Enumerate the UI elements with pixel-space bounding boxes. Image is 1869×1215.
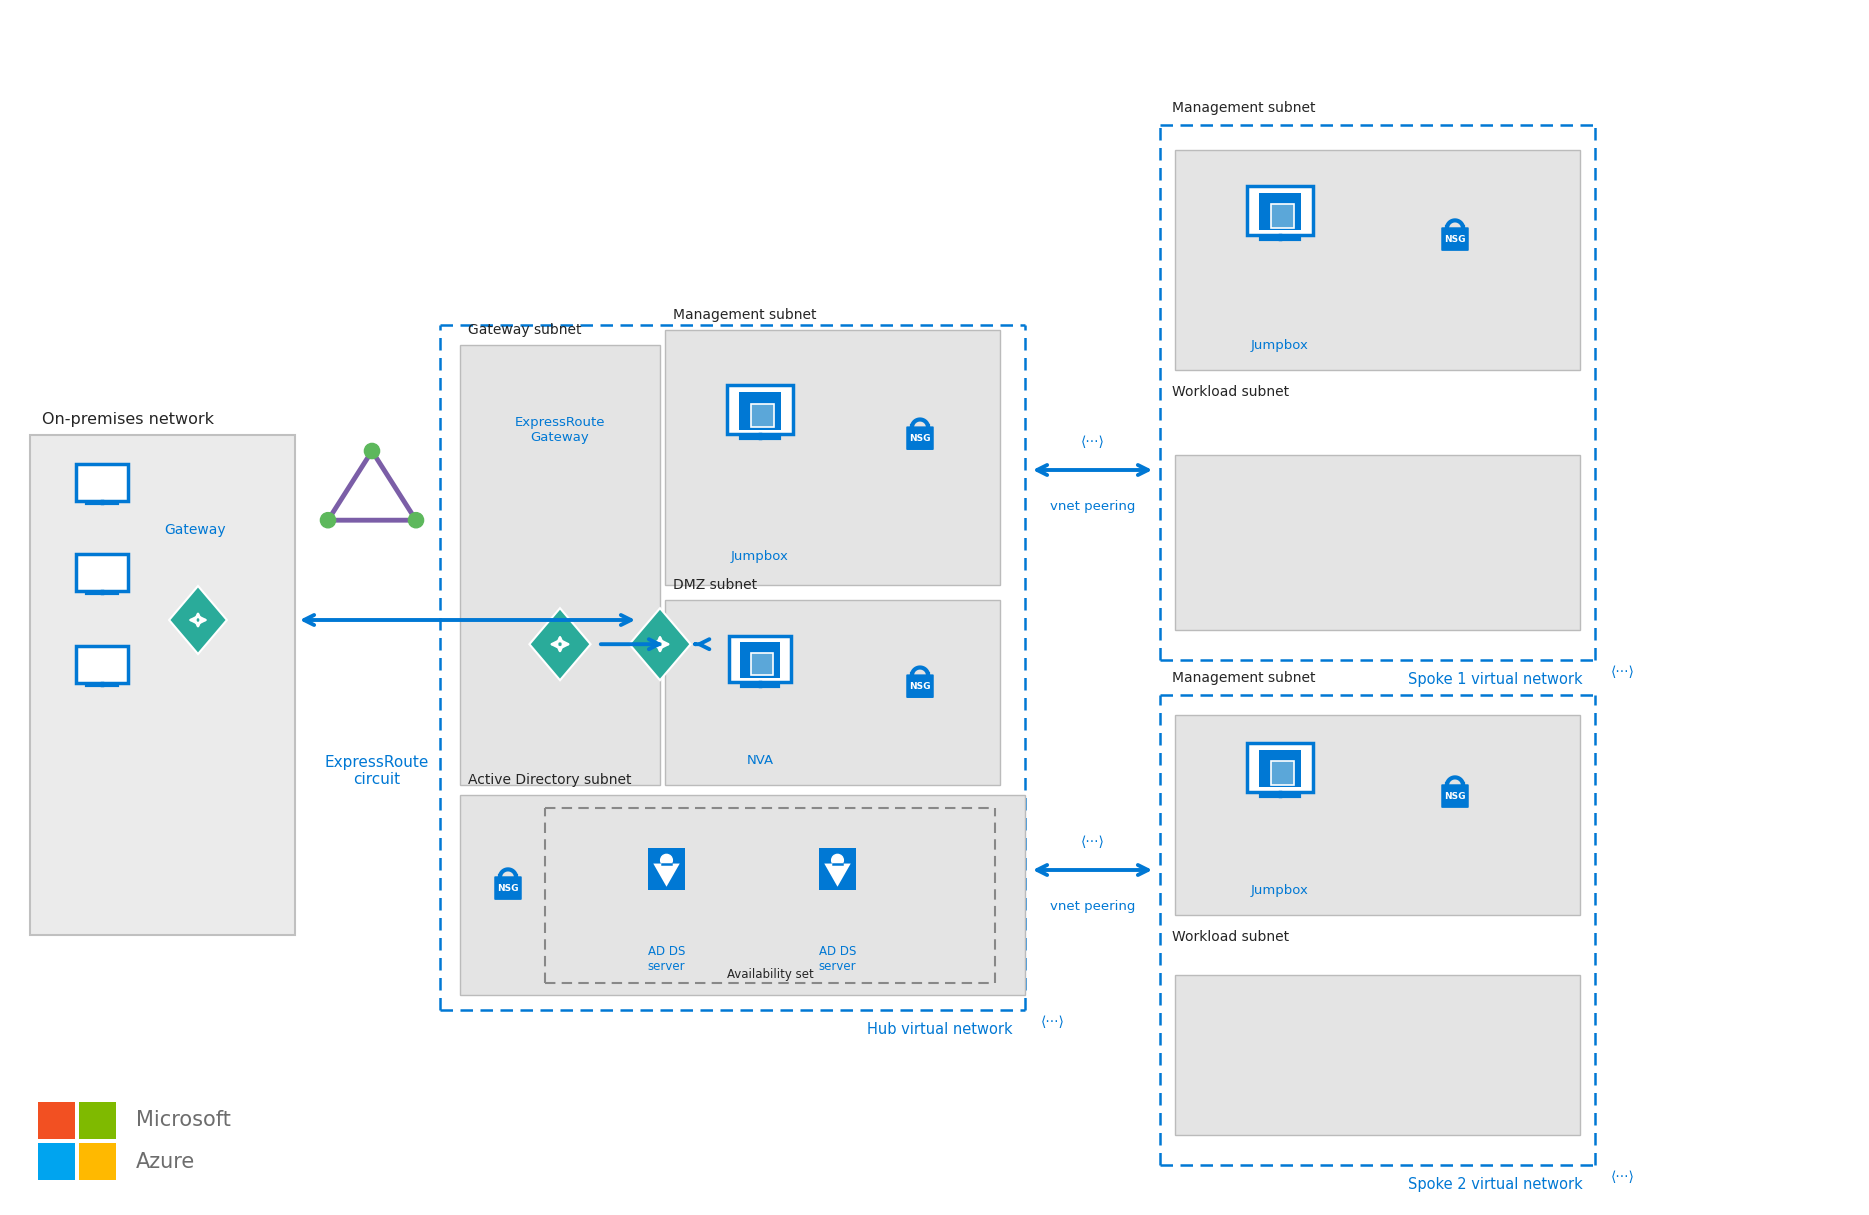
Text: Management subnet: Management subnet bbox=[673, 307, 817, 322]
FancyBboxPatch shape bbox=[740, 642, 779, 678]
FancyBboxPatch shape bbox=[37, 1143, 75, 1180]
Text: NSG: NSG bbox=[1445, 234, 1465, 243]
Circle shape bbox=[409, 513, 424, 527]
Text: Jumpbox: Jumpbox bbox=[1250, 339, 1308, 352]
FancyBboxPatch shape bbox=[727, 385, 792, 434]
FancyBboxPatch shape bbox=[1176, 714, 1579, 915]
Text: ⟨···⟩: ⟨···⟩ bbox=[1041, 1015, 1065, 1029]
Text: Gateway: Gateway bbox=[164, 522, 226, 537]
Text: Management subnet: Management subnet bbox=[1172, 101, 1316, 115]
Text: NSG: NSG bbox=[497, 883, 520, 893]
Text: NSG: NSG bbox=[908, 434, 931, 442]
FancyBboxPatch shape bbox=[1260, 193, 1301, 231]
Text: ExpressRoute
Gateway: ExpressRoute Gateway bbox=[514, 416, 606, 443]
Polygon shape bbox=[168, 586, 226, 654]
Text: ⟨···⟩: ⟨···⟩ bbox=[1611, 1170, 1635, 1183]
Text: NSG: NSG bbox=[1445, 792, 1465, 801]
FancyBboxPatch shape bbox=[729, 635, 791, 682]
Text: ExpressRoute
circuit: ExpressRoute circuit bbox=[325, 755, 430, 787]
Text: NSG: NSG bbox=[908, 682, 931, 690]
Text: vnet peering: vnet peering bbox=[1050, 900, 1134, 912]
Polygon shape bbox=[529, 609, 591, 680]
Text: ⟨···⟩: ⟨···⟩ bbox=[1611, 665, 1635, 679]
Text: Workload subnet: Workload subnet bbox=[1172, 385, 1290, 399]
Text: On-premises network: On-premises network bbox=[41, 412, 213, 426]
FancyBboxPatch shape bbox=[906, 426, 934, 450]
Text: Spoke 1 virtual network: Spoke 1 virtual network bbox=[1409, 672, 1583, 686]
Text: Microsoft: Microsoft bbox=[136, 1111, 232, 1130]
FancyBboxPatch shape bbox=[1176, 149, 1579, 371]
FancyBboxPatch shape bbox=[647, 848, 686, 889]
FancyBboxPatch shape bbox=[906, 674, 934, 697]
Text: AD DS
server: AD DS server bbox=[649, 945, 686, 973]
FancyBboxPatch shape bbox=[460, 795, 1024, 995]
Polygon shape bbox=[654, 864, 680, 887]
Circle shape bbox=[320, 513, 336, 527]
Polygon shape bbox=[630, 609, 692, 680]
FancyBboxPatch shape bbox=[75, 464, 129, 502]
FancyBboxPatch shape bbox=[1176, 454, 1579, 631]
Text: vnet peering: vnet peering bbox=[1050, 501, 1134, 513]
FancyBboxPatch shape bbox=[1271, 762, 1293, 785]
FancyBboxPatch shape bbox=[1271, 204, 1293, 227]
FancyBboxPatch shape bbox=[1441, 784, 1469, 808]
Text: NVA: NVA bbox=[746, 755, 774, 767]
Polygon shape bbox=[824, 864, 850, 887]
Text: Active Directory subnet: Active Directory subnet bbox=[467, 773, 632, 787]
FancyBboxPatch shape bbox=[1260, 750, 1301, 787]
FancyBboxPatch shape bbox=[78, 1143, 116, 1180]
Text: DMZ subnet: DMZ subnet bbox=[673, 578, 757, 592]
Text: ⟨···⟩: ⟨···⟩ bbox=[1080, 835, 1105, 849]
Text: Azure: Azure bbox=[136, 1152, 194, 1171]
Text: AD DS
server: AD DS server bbox=[819, 945, 856, 973]
FancyBboxPatch shape bbox=[30, 435, 295, 936]
FancyBboxPatch shape bbox=[493, 876, 521, 900]
Circle shape bbox=[660, 854, 673, 866]
Text: Workload subnet: Workload subnet bbox=[1172, 929, 1290, 944]
FancyBboxPatch shape bbox=[1176, 974, 1579, 1135]
FancyBboxPatch shape bbox=[78, 1102, 116, 1138]
FancyBboxPatch shape bbox=[819, 848, 856, 889]
FancyBboxPatch shape bbox=[1247, 744, 1312, 792]
Text: Spoke 2 virtual network: Spoke 2 virtual network bbox=[1407, 1177, 1583, 1192]
FancyBboxPatch shape bbox=[738, 391, 781, 430]
FancyBboxPatch shape bbox=[1247, 186, 1312, 234]
FancyBboxPatch shape bbox=[37, 1102, 75, 1138]
Text: Management subnet: Management subnet bbox=[1172, 671, 1316, 685]
FancyBboxPatch shape bbox=[751, 654, 774, 676]
Text: Gateway subnet: Gateway subnet bbox=[467, 323, 581, 337]
FancyBboxPatch shape bbox=[665, 330, 1000, 584]
Circle shape bbox=[832, 854, 843, 866]
Text: Jumpbox: Jumpbox bbox=[1250, 885, 1308, 897]
Text: ⟨···⟩: ⟨···⟩ bbox=[1080, 435, 1105, 450]
FancyBboxPatch shape bbox=[75, 646, 129, 683]
Text: Jumpbox: Jumpbox bbox=[731, 550, 789, 563]
FancyBboxPatch shape bbox=[75, 554, 129, 592]
Text: Hub virtual network: Hub virtual network bbox=[867, 1022, 1013, 1036]
Text: Availability set: Availability set bbox=[727, 968, 813, 981]
FancyBboxPatch shape bbox=[1441, 227, 1469, 250]
FancyBboxPatch shape bbox=[460, 345, 660, 785]
FancyBboxPatch shape bbox=[665, 600, 1000, 785]
FancyBboxPatch shape bbox=[751, 403, 774, 426]
Circle shape bbox=[364, 443, 379, 458]
